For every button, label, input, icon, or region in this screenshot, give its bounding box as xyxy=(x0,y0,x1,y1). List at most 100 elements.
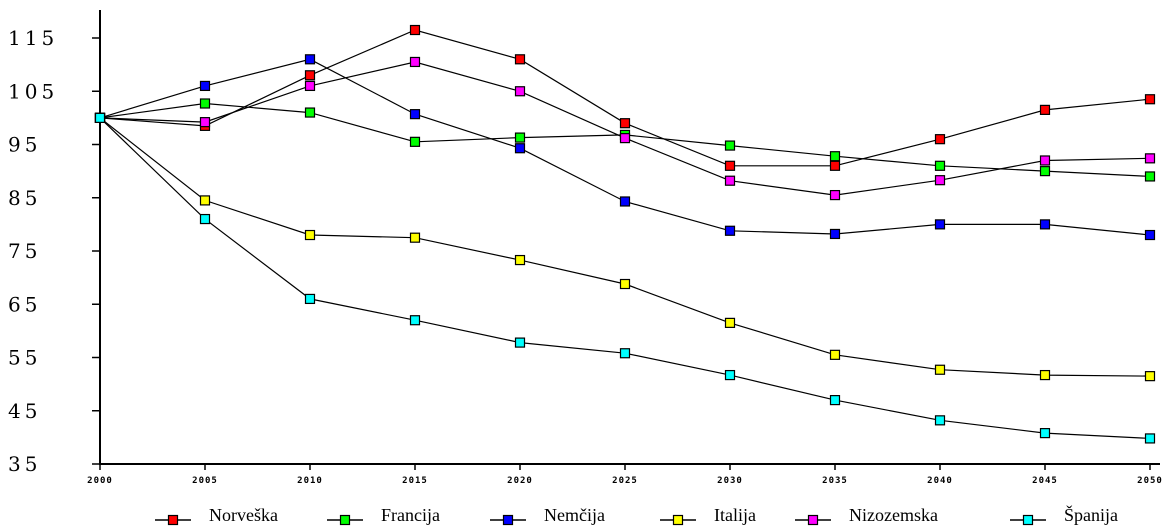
data-point-marker xyxy=(829,160,841,171)
data-point-marker xyxy=(409,109,421,120)
legend-label: Nemčija xyxy=(544,505,605,525)
y-tick-label: 95 xyxy=(8,133,41,157)
legend-swatch xyxy=(339,514,351,526)
data-point-marker xyxy=(199,213,211,225)
legend: Norveška Francija Nemčija Italija Nizozemska… xyxy=(155,504,1118,526)
data-point-marker xyxy=(304,80,316,92)
axes xyxy=(99,10,1160,465)
legend-swatch xyxy=(672,514,684,526)
legend-swatch xyxy=(502,514,514,526)
data-point-marker xyxy=(514,337,526,348)
data-point-marker xyxy=(724,369,736,381)
legend-swatch xyxy=(167,514,179,526)
data-point-marker xyxy=(934,364,946,375)
y-tick-label: 45 xyxy=(8,399,41,423)
data-point-marker xyxy=(724,160,736,171)
data-point-marker xyxy=(829,228,841,240)
data-point-marker xyxy=(304,293,316,305)
series-line-4 xyxy=(99,61,1151,196)
data-point-marker xyxy=(1144,94,1156,105)
legend-item: Italija xyxy=(660,505,756,526)
data-point-marker xyxy=(199,80,211,92)
data-point-marker xyxy=(94,112,106,123)
y-tick-label: 75 xyxy=(8,239,41,263)
data-point-marker xyxy=(829,189,841,201)
legend-swatch xyxy=(807,514,819,526)
data-point-marker xyxy=(514,86,526,97)
data-point-marker xyxy=(1039,219,1051,230)
x-axis-ticks: 2000 2005 2010 2015 2020 2025 2030 2035 2040 2045… xyxy=(87,464,1163,486)
y-tick-label: 115 xyxy=(8,26,58,50)
x-tick-label: 2005 xyxy=(192,476,218,486)
y-tick-label: 105 xyxy=(8,79,58,103)
x-tick-label: 2010 xyxy=(297,476,323,486)
data-point-marker xyxy=(409,24,421,36)
x-tick-label: 2050 xyxy=(1137,476,1163,486)
data-point-marker xyxy=(1039,428,1051,439)
y-axis-ticks: 35 45 55 65 75 85 95 105 115 xyxy=(8,26,100,476)
data-point-marker xyxy=(409,56,421,68)
x-tick-label: 2020 xyxy=(507,476,533,486)
x-tick-label: 2015 xyxy=(402,476,428,486)
data-point-marker xyxy=(934,160,946,171)
data-point-marker xyxy=(1144,171,1156,182)
legend-label: Francija xyxy=(381,505,440,525)
y-tick-label: 65 xyxy=(8,292,41,316)
data-point-marker xyxy=(934,219,946,230)
series-line-0 xyxy=(99,29,1151,167)
series-lines xyxy=(99,29,1151,439)
data-point-marker xyxy=(619,118,631,129)
x-tick-label: 2040 xyxy=(927,476,953,486)
data-point-marker xyxy=(409,232,421,243)
legend-label: Italija xyxy=(714,505,756,525)
x-tick-label: 2035 xyxy=(822,476,848,486)
data-point-marker xyxy=(724,225,736,236)
data-point-marker xyxy=(1144,433,1156,444)
data-point-marker xyxy=(1039,155,1051,166)
data-point-marker xyxy=(934,415,946,426)
y-tick-label: 55 xyxy=(8,346,41,370)
data-point-marker xyxy=(514,54,526,65)
legend-item: Španija xyxy=(1010,504,1118,526)
series-line-3 xyxy=(99,117,1151,377)
data-point-marker xyxy=(1144,153,1156,164)
data-point-marker xyxy=(829,151,841,162)
data-point-marker xyxy=(304,54,316,65)
data-point-marker xyxy=(829,349,841,360)
data-point-marker xyxy=(619,196,631,207)
legend-item: Francija xyxy=(327,505,440,526)
data-point-marker xyxy=(1039,104,1051,115)
y-tick-label: 35 xyxy=(8,452,41,476)
legend-label: Norveška xyxy=(209,505,278,525)
series-markers xyxy=(94,24,1156,444)
data-point-marker xyxy=(934,175,946,186)
data-point-marker xyxy=(619,278,631,290)
x-tick-label: 2045 xyxy=(1032,476,1058,486)
data-point-marker xyxy=(409,136,421,147)
data-point-marker xyxy=(724,317,736,328)
x-tick-label: 2030 xyxy=(717,476,743,486)
x-tick-label: 2000 xyxy=(87,476,113,486)
series-line-5 xyxy=(99,117,1151,439)
data-point-marker xyxy=(829,395,841,406)
legend-label: Španija xyxy=(1064,504,1118,525)
data-point-marker xyxy=(934,134,946,145)
data-point-marker xyxy=(1039,166,1051,177)
y-tick-label: 85 xyxy=(8,186,41,210)
data-point-marker xyxy=(514,132,526,143)
data-point-marker xyxy=(199,195,211,206)
data-point-marker xyxy=(514,143,526,154)
data-point-marker xyxy=(199,117,211,128)
legend-item: Nemčija xyxy=(490,505,605,526)
data-point-marker xyxy=(409,315,421,326)
data-point-marker xyxy=(724,175,736,186)
data-point-marker xyxy=(304,229,316,241)
legend-item: Norveška xyxy=(155,505,278,526)
x-tick-label: 2025 xyxy=(612,476,638,486)
data-point-marker xyxy=(1039,369,1051,381)
data-point-marker xyxy=(514,254,526,266)
data-point-marker xyxy=(619,348,631,359)
data-point-marker xyxy=(619,133,631,144)
legend-swatch xyxy=(1022,514,1034,526)
